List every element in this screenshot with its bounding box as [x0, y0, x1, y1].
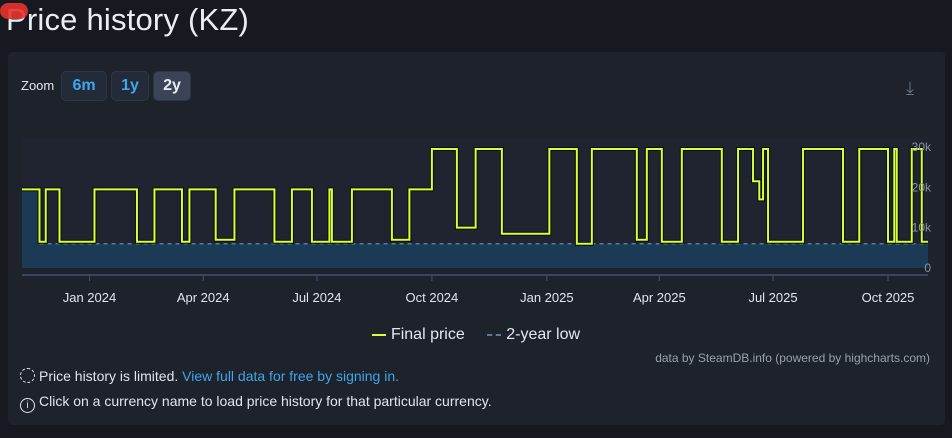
x-tick-label: Jul 2024 — [292, 290, 341, 305]
zoom-label: Zoom — [21, 78, 55, 93]
legend-item-two-year-low[interactable]: 2-year low — [487, 326, 580, 344]
y-tick-label: 0 — [924, 261, 931, 275]
x-tick-label: Apr 2025 — [633, 290, 686, 305]
zoom-1y-button[interactable]: 1y — [111, 71, 149, 101]
y-tick-label: 10k — [912, 221, 932, 235]
two-year-low-area — [22, 189, 928, 268]
limited-text: Price history is limited. — [39, 368, 179, 384]
two-year-low-swatch — [487, 334, 502, 336]
y-tick-label: 30k — [912, 140, 932, 154]
page-title: Price history (KZ) — [6, 2, 250, 37]
info-icon: i — [20, 398, 35, 413]
limited-note: Price history is limited. View full data… — [20, 368, 399, 384]
legend-two-year-low-label: 2-year low — [506, 326, 581, 343]
signin-link[interactable]: View full data for free by signing in. — [182, 368, 400, 384]
legend-final-price-label: Final price — [390, 326, 465, 343]
zoom-6m-button[interactable]: 6m — [61, 71, 107, 101]
y-tick-label: 20k — [912, 180, 932, 194]
final-price-line — [22, 148, 928, 245]
legend-item-final-price[interactable]: Final price — [371, 326, 465, 344]
x-tick-label: Oct 2024 — [406, 290, 459, 305]
x-tick-label: Oct 2025 — [862, 290, 915, 305]
zoom-2y-button[interactable]: 2y — [153, 71, 191, 101]
x-tick-label: Apr 2024 — [177, 290, 230, 305]
watermark-logo — [0, 3, 28, 19]
dashed-circle-icon — [20, 368, 35, 383]
x-tick-label: Jul 2025 — [748, 290, 797, 305]
legend: Final price 2-year low — [0, 326, 952, 344]
download-icon[interactable]: ⤓ — [906, 78, 914, 98]
chart-credit[interactable]: data by SteamDB.info (powered by highcha… — [655, 351, 930, 365]
x-tick-label: Jan 2024 — [63, 290, 117, 305]
currency-text: Click on a currency name to load price h… — [39, 393, 492, 409]
currency-note: i Click on a currency name to load price … — [20, 393, 492, 413]
x-tick-label: Jan 2025 — [520, 290, 574, 305]
final-price-swatch — [371, 334, 386, 336]
